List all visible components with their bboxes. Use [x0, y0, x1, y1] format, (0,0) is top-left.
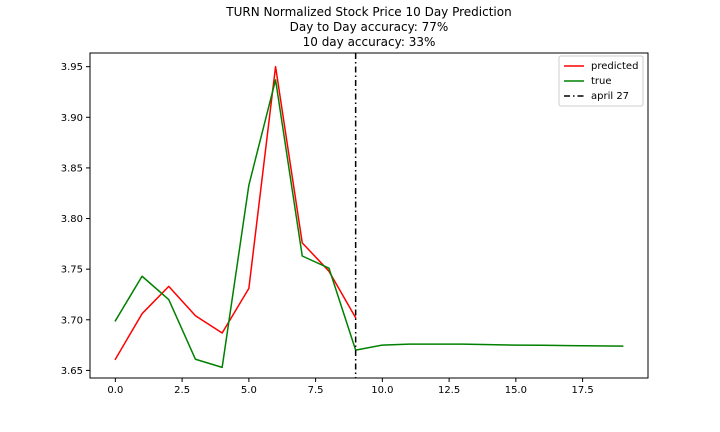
- x-tick-label-4: 10.0: [371, 385, 393, 396]
- legend-label-april-27: april 27: [591, 91, 629, 102]
- y-tick-label-1: 3.70: [61, 315, 83, 326]
- x-tick-label-0: 0.0: [107, 385, 123, 396]
- legend-label-predicted: predicted: [591, 61, 638, 72]
- chart-subtitle-line-1: Day to Day accuracy: 77%: [290, 20, 449, 34]
- axes: 0.0 2.5 5.0 7.5 10.0 12.5 15.0 17.5 3.65 3.70 3.75…: [61, 52, 649, 396]
- y-tick-label-2: 3.75: [61, 265, 83, 276]
- legend-label-true: true: [591, 76, 612, 87]
- chart-subtitle-line-2: 10 day accuracy: 33%: [303, 35, 436, 49]
- chart-title: TURN Normalized Stock Price 10 Day Predi…: [225, 5, 511, 19]
- plot-area: [114, 53, 624, 378]
- y-tick-label-4: 3.85: [61, 163, 83, 174]
- x-tick-label-3: 7.5: [308, 385, 324, 396]
- legend: predicted true april 27: [558, 55, 644, 107]
- x-tick-label-5: 12.5: [438, 385, 460, 396]
- y-tick-label-5: 3.90: [61, 113, 83, 124]
- y-tick-label-6: 3.95: [61, 62, 83, 73]
- x-tick-label-2: 5.0: [241, 385, 257, 396]
- x-tick-label-6: 15.0: [505, 385, 527, 396]
- series-line-predicted: [114, 65, 357, 361]
- x-tick-label-7: 17.5: [571, 385, 593, 396]
- x-tick-label-1: 2.5: [174, 385, 190, 396]
- legend-box: [558, 55, 644, 107]
- plot-frame: [89, 52, 649, 379]
- y-tick-label-3: 3.80: [61, 214, 83, 225]
- y-tick-label-0: 3.65: [61, 366, 83, 377]
- series-line-true: [114, 79, 624, 369]
